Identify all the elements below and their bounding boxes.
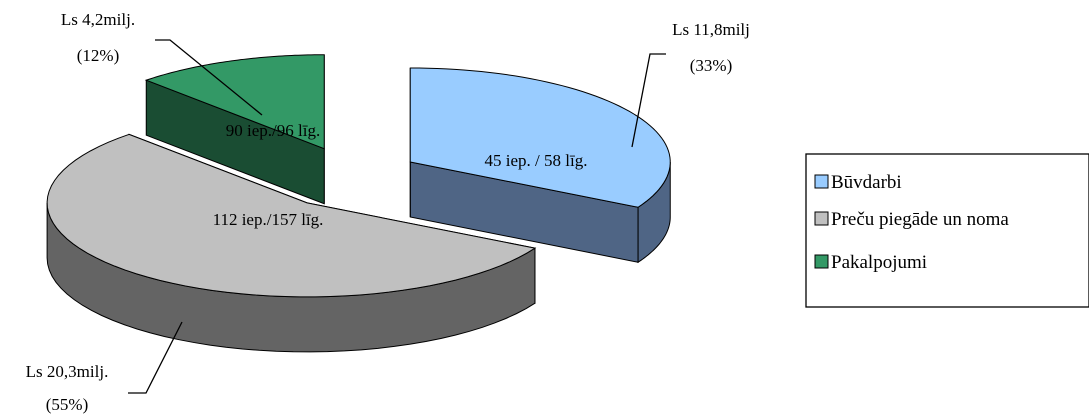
legend-label-buvdarbi: Būvdarbi: [831, 172, 902, 193]
legend-swatch-precu: [814, 211, 829, 226]
legend-box: [805, 153, 1089, 308]
pie-slice-buvdarbi: [409, 67, 671, 264]
pie-slices: [46, 54, 671, 353]
callout-percent-precu: (55%): [46, 395, 88, 414]
slice-top-buvdarbi: [409, 67, 671, 208]
legend-swatch-pakalpojumi: [814, 254, 829, 269]
slice-label-precu: 112 iep./157 līg.: [213, 210, 324, 229]
legend: Būvdarbi Preču piegāde un noma Pakalpoju…: [805, 153, 1089, 308]
slice-top-pakalpojumi: [144, 54, 325, 150]
pie-slice-precu: [46, 133, 537, 353]
legend-label-precu: Preču piegāde un noma: [831, 209, 1009, 230]
callout-percent-buvdarbi: (33%): [690, 56, 732, 75]
callout-value-pakalpojumi: Ls 4,2milj.: [61, 10, 135, 29]
legend-label-pakalpojumi: Pakalpojumi: [831, 252, 927, 273]
legend-swatch-buvdarbi: [814, 174, 829, 189]
callout-value-precu: Ls 20,3milj.: [26, 362, 109, 381]
callout-line-precu: [128, 321, 183, 394]
callout-line-buvdarbi: [631, 53, 666, 148]
slice-label-buvdarbi: 45 iep. / 58 līg.: [485, 151, 588, 170]
callout-value-buvdarbi: Ls 11,8milj: [672, 20, 750, 39]
slice-label-pakalpojumi: 90 iep./96 līg.: [226, 121, 320, 140]
pie-slice-pakalpojumi: [144, 54, 325, 205]
slice-top-precu: [46, 133, 537, 298]
callout-line-pakalpojumi: [155, 39, 263, 116]
callout-lines: [128, 39, 666, 394]
callout-percent-pakalpojumi: (12%): [77, 46, 119, 65]
